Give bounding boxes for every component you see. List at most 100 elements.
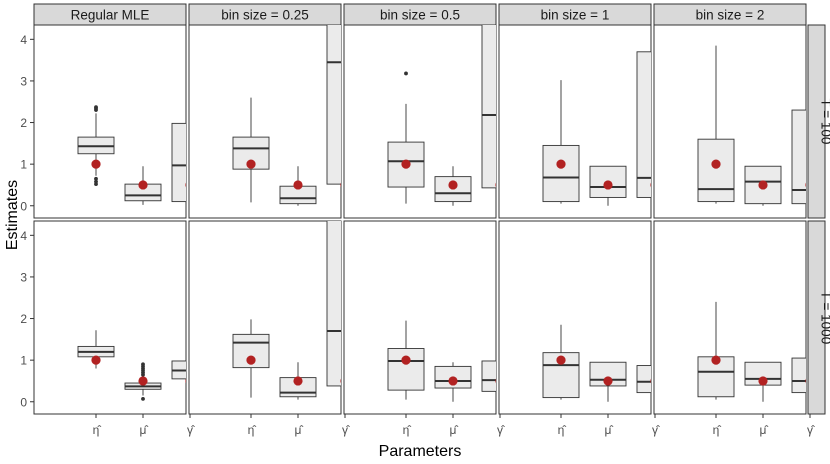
true-value-point-mu — [758, 376, 768, 386]
true-value-point-eta — [246, 159, 256, 169]
outlier-point-eta-5 — [94, 182, 98, 187]
true-value-point-gamma — [650, 378, 651, 384]
y-tick-label-1-3: 3 — [20, 270, 27, 284]
panel-0-4 — [653, 24, 807, 219]
x-tick-label-1-2: γ̂ — [342, 423, 350, 437]
outlier-point-eta-3 — [94, 176, 98, 181]
true-value-point-mu — [448, 180, 458, 190]
x-axis-title: Parameters — [379, 443, 462, 460]
panel-1-0 — [33, 220, 187, 415]
true-value-point-mu — [758, 180, 768, 190]
panel-0-3 — [498, 24, 652, 219]
panel-content — [232, 221, 341, 400]
box-gamma — [791, 357, 806, 394]
axes: 0 1 2 3 4 0 1 2 3 4 η̂ μ̂ γ̂ η̂ μ̂ γ̂ η̂ μ̂ γ̂ η̂ μ̂ γ̂ η̂ μ̂ γ̂ — [20, 33, 815, 437]
y-tick-label-0-2: 2 — [20, 116, 27, 130]
panel-0-0 — [33, 24, 187, 219]
panel-content — [387, 320, 496, 402]
x-tick-label-3-2: γ̂ — [652, 423, 660, 437]
true-value-point-gamma — [650, 182, 651, 188]
panel-frame — [343, 24, 497, 219]
panel-1-1 — [188, 220, 342, 415]
x-tick-label-0-0: η̂ — [93, 423, 102, 437]
true-value-point-mu — [603, 376, 613, 386]
box-gamma — [636, 51, 651, 198]
true-value-point-gamma — [340, 182, 341, 188]
outlier-point-mu-6 — [141, 396, 145, 401]
true-value-point-eta — [401, 159, 411, 169]
panel-content — [387, 25, 496, 206]
col-strip-label-3: bin size = 1 — [541, 8, 610, 23]
box-gamma — [481, 360, 496, 392]
row-strip-0 — [807, 24, 826, 219]
panel-content — [232, 25, 341, 206]
true-value-point-eta — [711, 355, 721, 365]
x-tick-label-4-2: γ̂ — [807, 423, 815, 437]
facet-strips: Regular MLE bin size = 0.25 bin size = 0.5… — [33, 3, 830, 415]
y-tick-label-1-2: 2 — [20, 312, 27, 326]
x-tick-label-1-0: η̂ — [248, 423, 257, 437]
panel-content — [697, 45, 806, 206]
y-tick-label-1-4: 4 — [20, 229, 27, 243]
x-tick-label-0-2: γ̂ — [187, 423, 195, 437]
col-strip-label-1: bin size = 0.25 — [221, 8, 308, 23]
y-tick-label-0-0: 0 — [20, 199, 27, 213]
true-value-point-gamma — [805, 182, 806, 188]
row-strip-label-1: T = 1000 — [819, 291, 830, 344]
col-strip-label-0: Regular MLE — [71, 8, 150, 23]
box-gamma — [481, 25, 496, 189]
panel-content — [542, 324, 651, 402]
x-tick-label-0-1: μ̂ — [140, 423, 149, 437]
panel-content — [77, 105, 186, 205]
true-value-point-gamma — [495, 182, 496, 188]
col-strip-label-2: bin size = 0.5 — [380, 8, 460, 23]
box-gamma — [636, 365, 651, 394]
box-eta — [387, 348, 425, 391]
true-value-point-gamma — [185, 182, 186, 188]
true-value-point-mu — [293, 180, 303, 190]
x-tick-label-4-1: μ̂ — [760, 423, 769, 437]
outlier-point-eta-2 — [94, 105, 98, 110]
x-tick-label-1-1: μ̂ — [295, 423, 304, 437]
panel-1-3 — [498, 220, 652, 415]
true-value-point-eta — [246, 355, 256, 365]
outlier-point-mu-5 — [141, 362, 145, 367]
panel-1-4 — [653, 220, 807, 415]
true-value-point-gamma — [340, 378, 341, 384]
y-axis-title: Estimates — [4, 180, 21, 250]
true-value-point-eta — [91, 159, 101, 169]
panel-content — [542, 51, 651, 206]
panel-0-2 — [343, 24, 497, 219]
box-gamma — [791, 109, 806, 205]
true-value-point-mu — [138, 180, 148, 190]
true-value-point-eta — [401, 355, 411, 365]
box-eta — [542, 144, 580, 203]
panel-content — [77, 330, 186, 401]
y-tick-label-0-3: 3 — [20, 74, 27, 88]
true-value-point-mu — [603, 180, 613, 190]
true-value-point-eta — [91, 355, 101, 365]
true-value-point-mu — [293, 376, 303, 386]
outlier-point-eta-0 — [404, 71, 408, 76]
y-tick-label-1-0: 0 — [20, 395, 27, 409]
row-strip-1 — [807, 220, 826, 415]
box-gamma — [171, 122, 186, 203]
true-value-point-mu — [138, 376, 148, 386]
panel-0-1 — [188, 24, 342, 219]
box-gamma — [326, 25, 341, 185]
panel-content — [697, 301, 806, 402]
true-value-point-eta — [556, 355, 566, 365]
true-value-point-eta — [556, 159, 566, 169]
box-gamma — [326, 221, 341, 387]
y-tick-label-1-1: 1 — [20, 354, 27, 368]
panel-frame — [188, 24, 342, 219]
col-strip-label-4: bin size = 2 — [696, 8, 765, 23]
true-value-point-mu — [448, 376, 458, 386]
x-tick-label-2-0: η̂ — [403, 423, 412, 437]
panel-frame — [33, 24, 187, 219]
x-tick-label-2-2: γ̂ — [497, 423, 505, 437]
box-eta — [697, 138, 735, 203]
y-tick-label-0-4: 4 — [20, 33, 27, 47]
row-strip-label-0: T = 100 — [819, 99, 830, 145]
